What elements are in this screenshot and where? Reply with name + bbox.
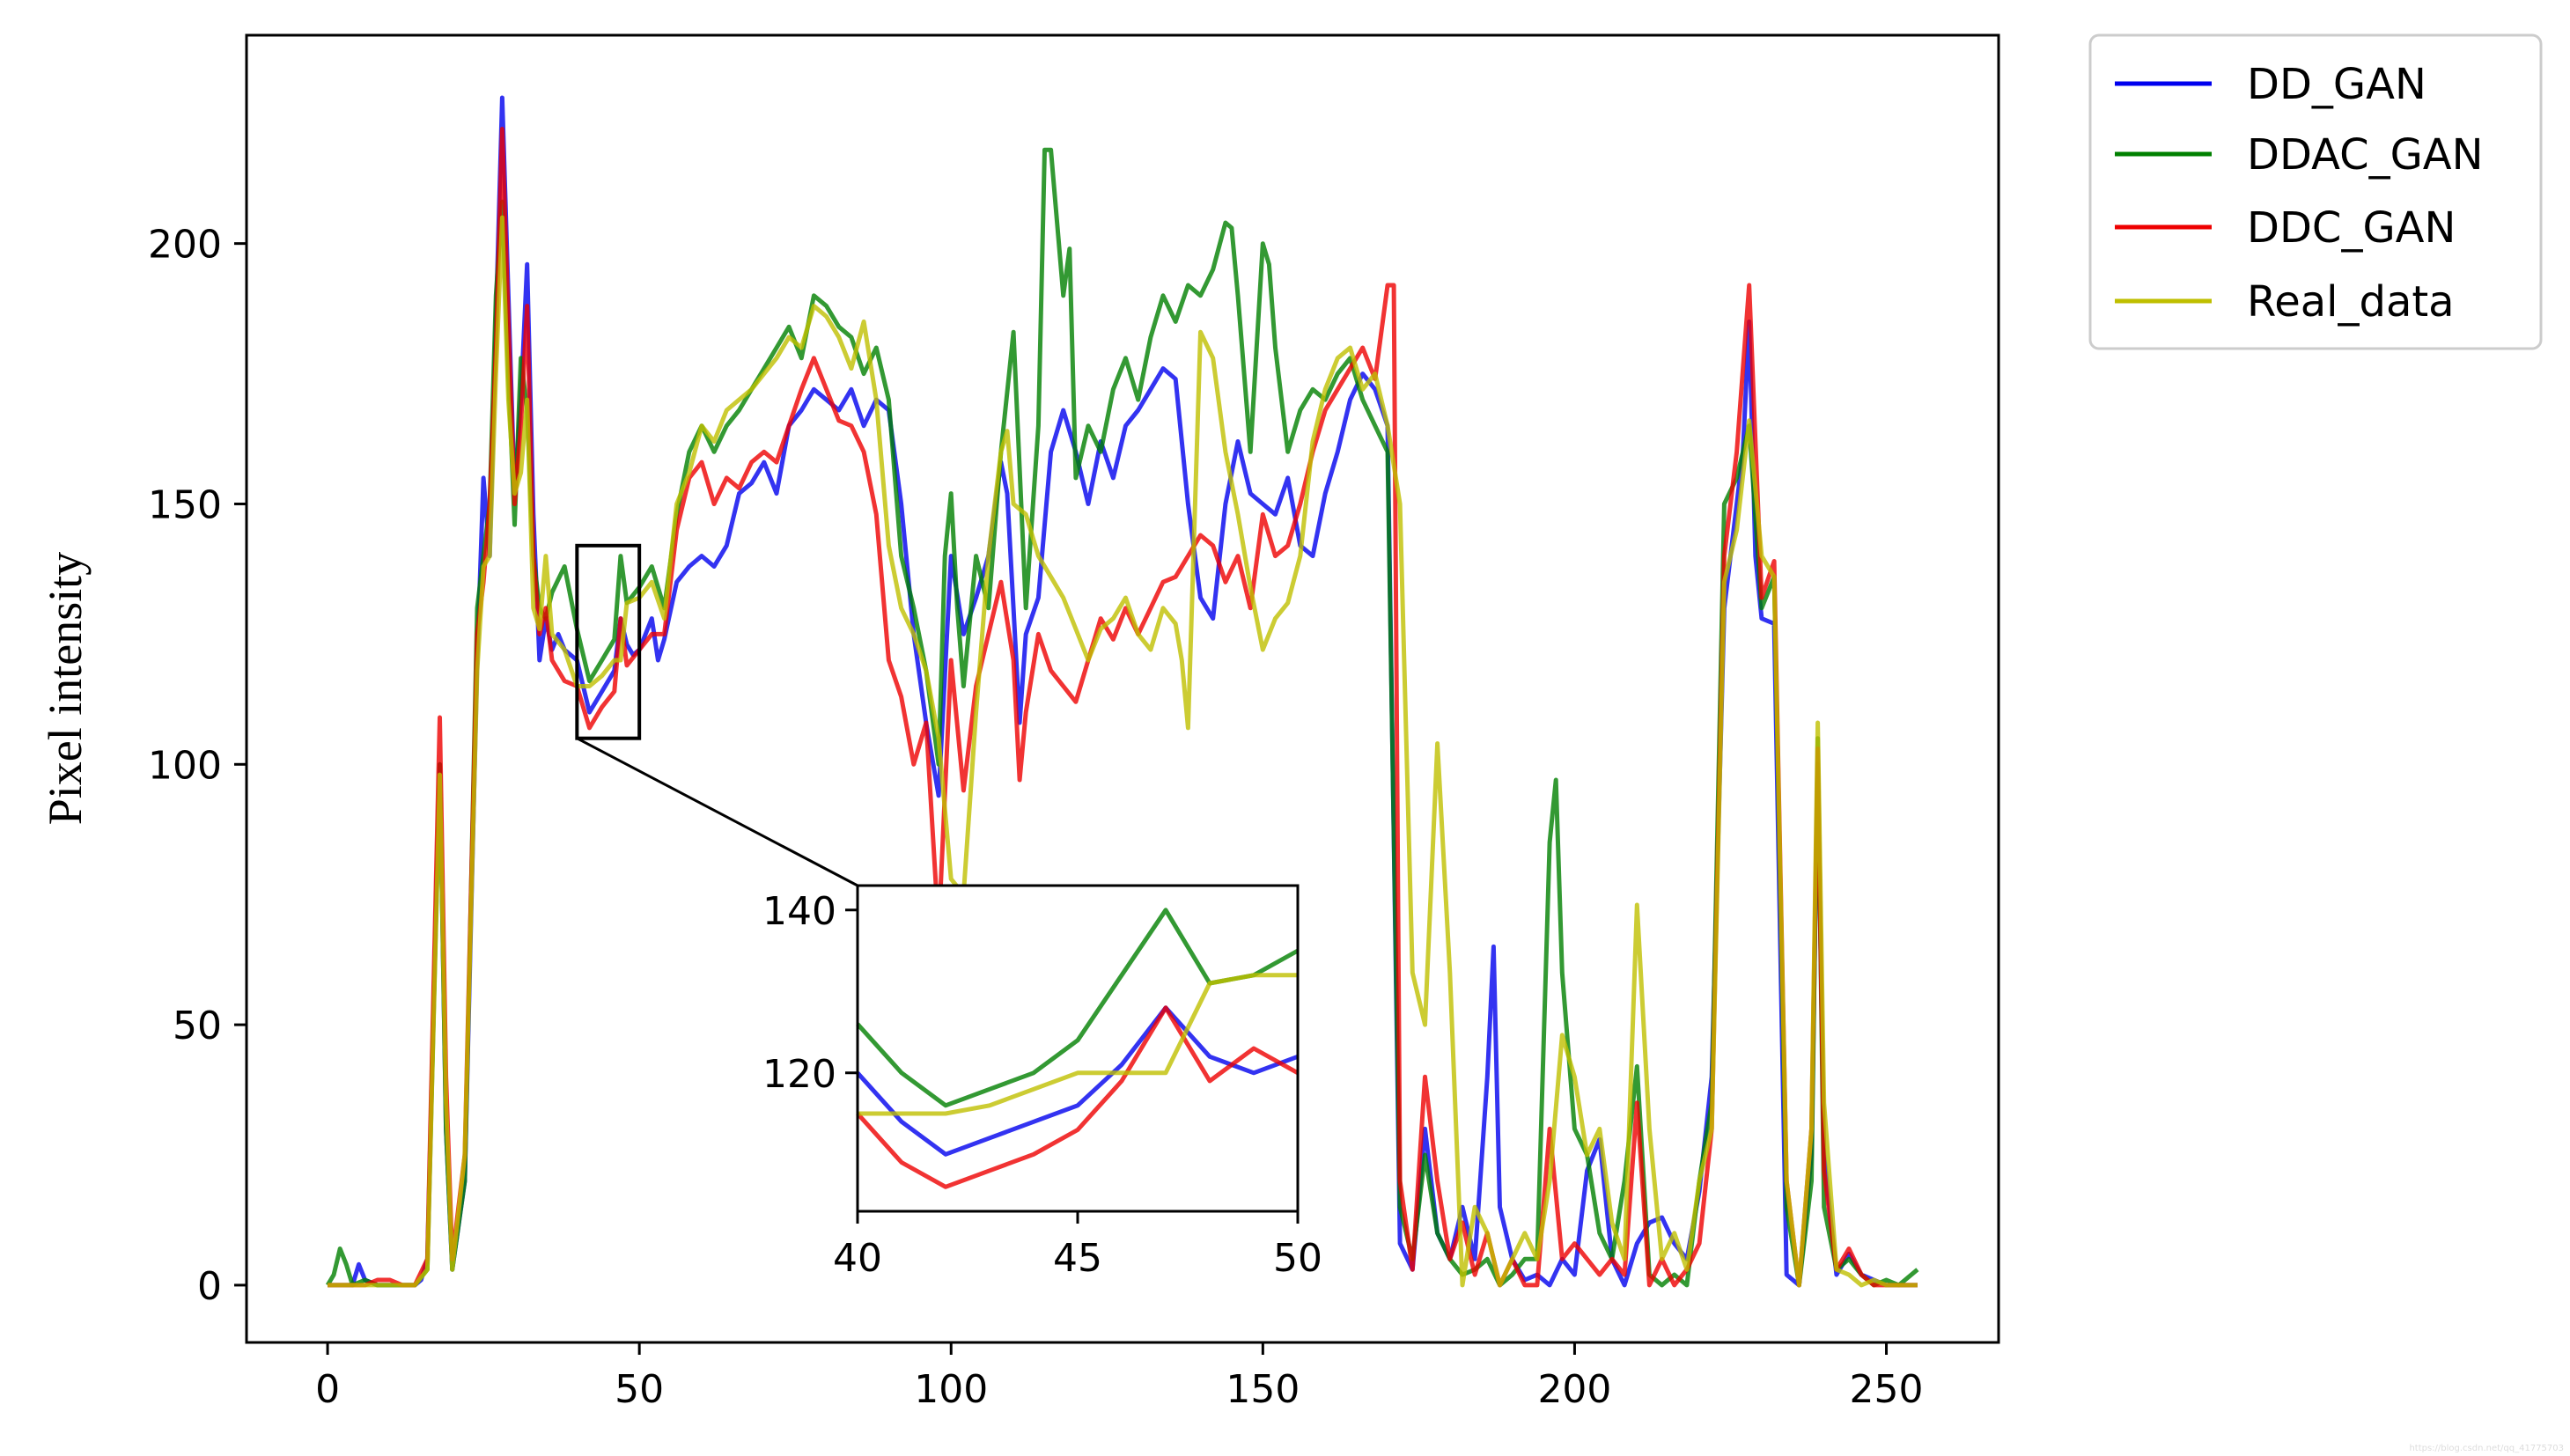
inset-x-axis: 40 45 50	[833, 1211, 1322, 1281]
x-tick-label: 200	[1537, 1367, 1611, 1412]
x-tick-label: 150	[1226, 1367, 1300, 1412]
series-line-ddc-gan	[328, 127, 1918, 1288]
y-tick-label: 0	[197, 1264, 222, 1309]
inset-plot: 40 45 50 120 140	[762, 884, 1322, 1281]
x-tick-label: 250	[1850, 1367, 1924, 1412]
y-tick-label: 200	[148, 223, 222, 268]
inset-plot-lines	[856, 908, 1300, 1189]
zoom-box	[575, 543, 642, 740]
legend-label-ddc-gan: DDC_GAN	[2247, 203, 2456, 253]
series-line-real-data	[328, 215, 1918, 1288]
main-y-axis: 0 50 100 150 200	[148, 223, 247, 1309]
inset-x-tick-label: 45	[1053, 1236, 1102, 1281]
watermark: https://blog.csdn.net/qq_41775703	[2409, 1444, 2564, 1453]
main-plot-lines	[325, 95, 1919, 1288]
zoom-connector-line	[576, 737, 858, 887]
inset-x-tick-label: 50	[1273, 1236, 1322, 1281]
inset-x-tick-label: 40	[833, 1236, 882, 1281]
inset-series-line-real-data	[858, 973, 1298, 1116]
inset-y-tick-label: 120	[762, 1052, 836, 1097]
inset-y-tick-label: 140	[762, 889, 836, 934]
inset-series-line-dd-gan	[856, 1005, 1299, 1157]
inset-series-line-ddc-gan	[856, 1005, 1300, 1189]
x-tick-label: 50	[615, 1367, 664, 1412]
y-axis-label: Pixel intensity	[39, 552, 92, 826]
y-tick-label: 100	[148, 743, 222, 788]
zoom-indicator	[575, 543, 858, 887]
x-tick-label: 100	[914, 1367, 988, 1412]
legend-box	[2088, 33, 2543, 350]
y-tick-label: 150	[148, 482, 222, 527]
main-plot-frame	[245, 33, 2000, 1344]
main-plot: 0 50 100 150 200 250 0 50 100 150 200 Pixel inten…	[39, 33, 2000, 1412]
y-tick-label: 50	[173, 1004, 222, 1048]
legend: DD_GAN DDAC_GAN DDC_GAN Real_data	[2088, 33, 2543, 350]
x-tick-label: 0	[315, 1367, 340, 1412]
legend-label-real-data: Real_data	[2247, 277, 2455, 327]
legend-label-ddac-gan: DDAC_GAN	[2247, 130, 2484, 180]
inset-y-axis: 120 140	[762, 889, 858, 1097]
main-x-axis: 0 50 100 150 200 250	[315, 1342, 1924, 1412]
legend-label-dd-gan: DD_GAN	[2247, 60, 2426, 109]
inset-background	[858, 886, 1298, 1211]
